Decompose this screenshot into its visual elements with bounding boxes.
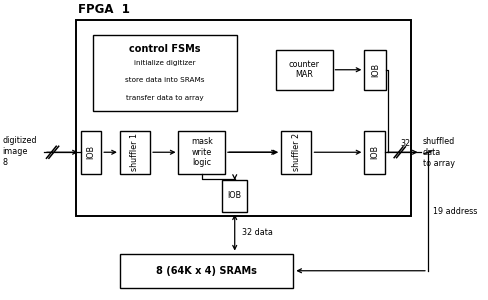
Text: FPGA  1: FPGA 1	[78, 3, 130, 16]
Text: control FSMs: control FSMs	[129, 44, 201, 53]
Text: IOB: IOB	[370, 63, 379, 77]
FancyBboxPatch shape	[120, 130, 150, 174]
FancyBboxPatch shape	[222, 180, 246, 212]
Text: shuffler 2: shuffler 2	[291, 133, 300, 171]
FancyBboxPatch shape	[364, 130, 384, 174]
Text: shuffler 1: shuffler 1	[130, 133, 139, 171]
FancyBboxPatch shape	[178, 130, 224, 174]
FancyBboxPatch shape	[93, 34, 237, 111]
Text: 19 address: 19 address	[432, 207, 476, 216]
FancyBboxPatch shape	[281, 130, 311, 174]
Text: digitized
image
8: digitized image 8	[2, 136, 37, 167]
Text: store data into SRAMs: store data into SRAMs	[125, 77, 204, 83]
FancyBboxPatch shape	[364, 50, 386, 90]
FancyBboxPatch shape	[276, 50, 332, 90]
Text: mask
write
logic: mask write logic	[190, 137, 212, 167]
Text: 32: 32	[399, 139, 409, 148]
Text: IOB: IOB	[369, 145, 378, 159]
Text: 8 (64K x 4) SRAMs: 8 (64K x 4) SRAMs	[156, 266, 257, 276]
Text: IOB: IOB	[86, 145, 95, 159]
FancyBboxPatch shape	[76, 20, 410, 216]
Text: transfer data to array: transfer data to array	[126, 95, 203, 101]
Text: IOB: IOB	[227, 191, 241, 200]
FancyBboxPatch shape	[120, 254, 293, 288]
Text: 32 data: 32 data	[242, 228, 272, 237]
Text: counter
MAR: counter MAR	[288, 60, 319, 80]
Text: initialize digitizer: initialize digitizer	[134, 60, 196, 66]
FancyBboxPatch shape	[81, 130, 101, 174]
Text: shuffled
data
to array: shuffled data to array	[422, 137, 454, 168]
